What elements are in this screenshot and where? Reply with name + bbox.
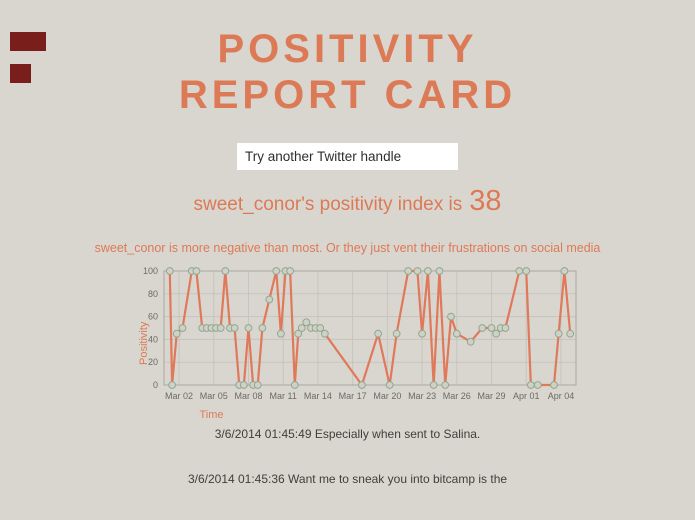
title-line-2: REPORT CARD (178, 73, 517, 117)
positivity-index-heading: sweet_conor's positivity index is 38 (0, 185, 695, 218)
svg-text:Mar 26: Mar 26 (442, 391, 470, 401)
tweet-line: 3/6/2014 01:45:49 Especially when sent t… (214, 427, 481, 441)
svg-text:80: 80 (147, 289, 157, 299)
svg-text:Mar 02: Mar 02 (165, 391, 193, 401)
svg-text:0: 0 (152, 380, 157, 390)
svg-text:Mar 20: Mar 20 (373, 391, 401, 401)
svg-text:20: 20 (147, 357, 157, 367)
tweet-line: 3/6/2014 01:45:36 Want me to sneak you i… (187, 472, 508, 486)
svg-text:Mar 11: Mar 11 (269, 391, 296, 401)
svg-text:Mar 08: Mar 08 (234, 391, 262, 401)
twitter-handle-input[interactable] (237, 143, 458, 170)
svg-text:60: 60 (147, 312, 157, 322)
positivity-summary: sweet_conor is more negative than most. … (94, 241, 601, 255)
positivity-index-value: 38 (469, 185, 502, 217)
svg-text:Apr 04: Apr 04 (547, 391, 574, 401)
svg-text:Mar 29: Mar 29 (477, 391, 505, 401)
svg-text:40: 40 (147, 334, 157, 344)
svg-text:Mar 23: Mar 23 (408, 391, 436, 401)
svg-text:100: 100 (142, 266, 157, 276)
corner-decoration-1 (10, 32, 46, 51)
positivity-index-text: sweet_conor's positivity index is (193, 194, 463, 215)
chart-x-axis-label: Time (199, 409, 224, 421)
title-line-1: POSITIVITY (217, 27, 478, 71)
svg-text:Apr 01: Apr 01 (512, 391, 539, 401)
positivity-chart: Positivity 0 20 40 60 80 100 Mar 02 Mar 05 Mar 0… (88, 265, 608, 423)
page-title: POSITIVITY REPORT CARD (0, 26, 695, 118)
chart-canvas: 0 20 40 60 80 100 Mar 02 Mar 05 Mar 08 Mar 11 Mar … (142, 266, 576, 401)
svg-text:Mar 14: Mar 14 (303, 391, 331, 401)
svg-text:Mar 05: Mar 05 (199, 391, 227, 401)
svg-text:Mar 17: Mar 17 (338, 391, 366, 401)
corner-decoration-2 (10, 64, 31, 83)
handle-input-row (0, 143, 695, 170)
